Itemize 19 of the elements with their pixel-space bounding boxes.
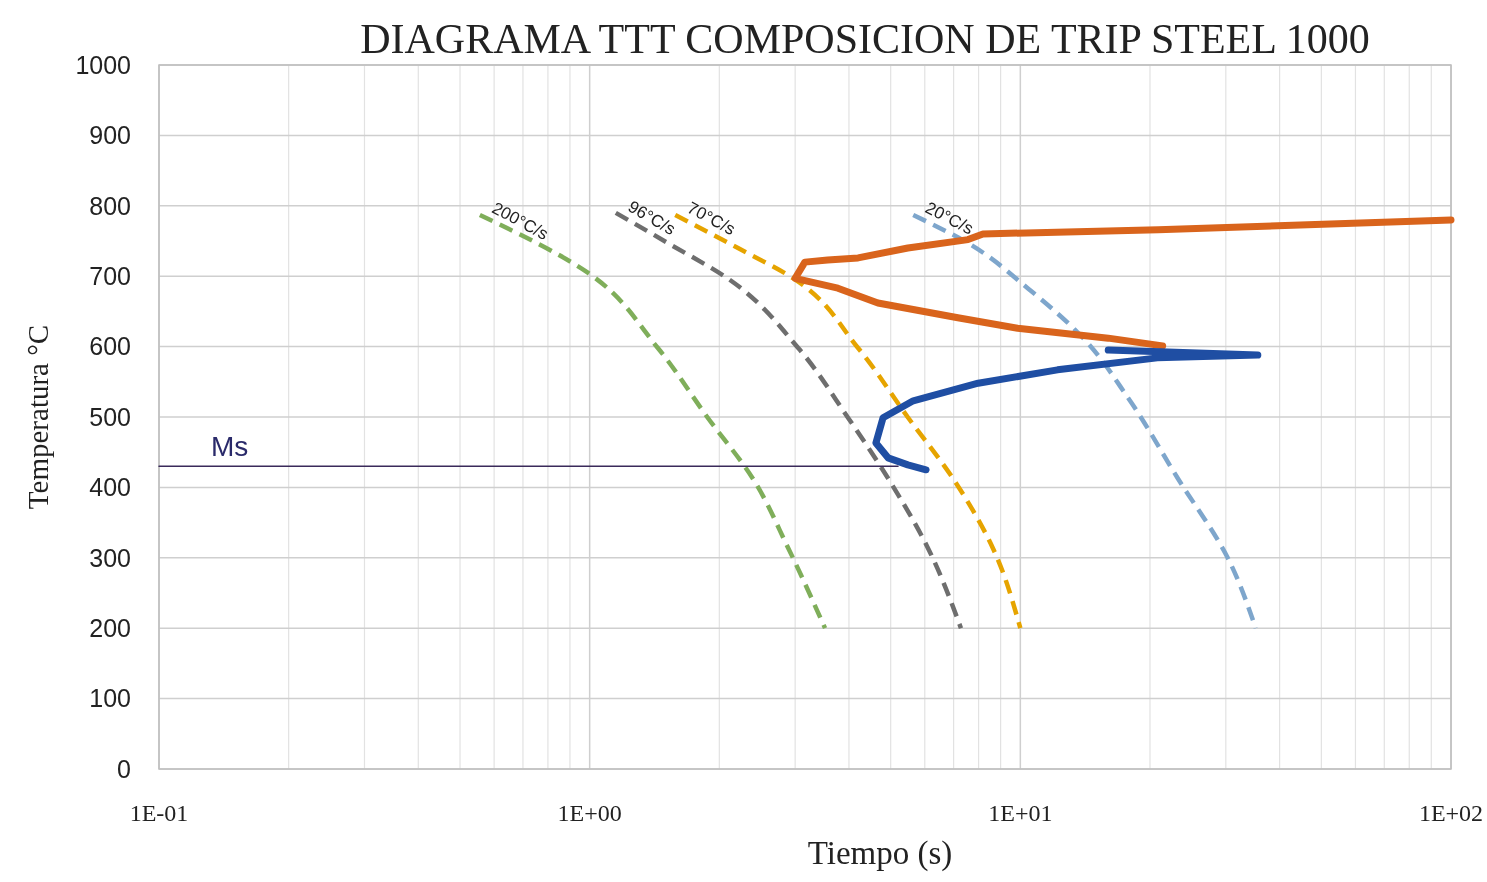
- series-label: Ms: [211, 431, 249, 463]
- y-tick-label: 0: [117, 754, 131, 783]
- x-tick-label: 1E+01: [988, 800, 1053, 826]
- chart-title: DIAGRAMA TTT COMPOSICION DE TRIP STEEL 1000: [360, 16, 1370, 62]
- y-tick-label: 800: [89, 191, 131, 220]
- y-tick-label: 1000: [75, 50, 131, 79]
- y-tick-label: 700: [89, 261, 131, 290]
- x-tick-label: 1E+00: [557, 800, 622, 826]
- x-tick-label: 1E+02: [1418, 800, 1484, 826]
- y-tick-label: 500: [89, 402, 131, 431]
- y-tick-label: 400: [89, 473, 131, 502]
- y-tick-label: 600: [89, 332, 131, 361]
- y-tick-label: 300: [89, 543, 131, 572]
- x-tick-label: 1E-01: [129, 800, 189, 826]
- y-tick-label: 900: [89, 121, 131, 150]
- x-axis-title: Tiempo (s): [807, 835, 953, 872]
- y-tick-label: 200: [89, 613, 131, 642]
- y-axis-title: Temperatura °C: [22, 324, 54, 510]
- y-tick-label: 100: [89, 684, 131, 713]
